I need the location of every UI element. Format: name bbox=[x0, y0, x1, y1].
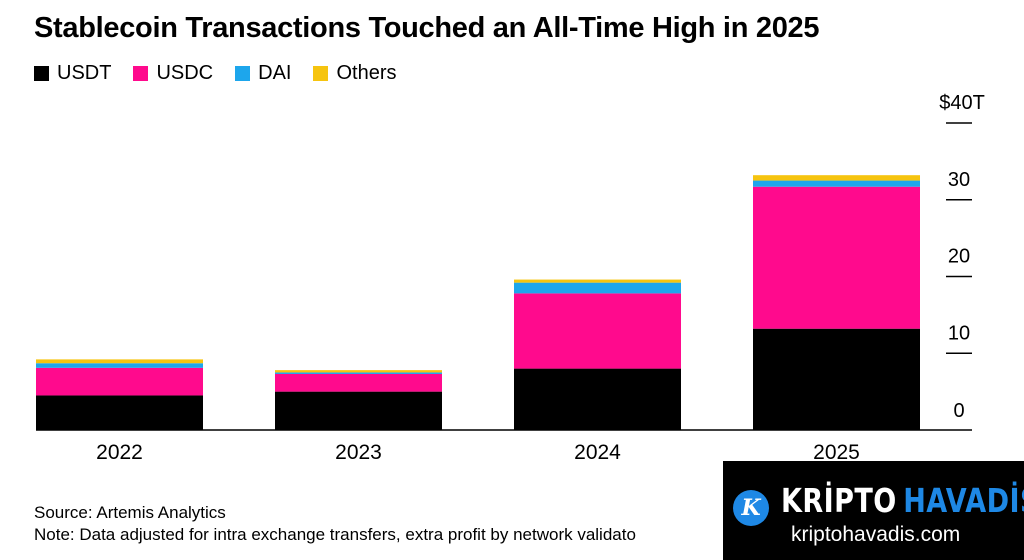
bar-segment-usdt-2022 bbox=[36, 395, 203, 430]
note-text: Note: Data adjusted for intra exchange t… bbox=[34, 525, 636, 544]
bar-segment-usdc-2022 bbox=[36, 367, 203, 396]
legend-item-dai: DAI bbox=[235, 62, 291, 85]
bar-segment-dai-2025 bbox=[753, 180, 920, 187]
legend-label-usdt: USDT bbox=[57, 62, 112, 84]
y-tick-label: 30 bbox=[948, 169, 970, 191]
bar-segment-dai-2024 bbox=[514, 282, 681, 294]
x-tick-label: 2025 bbox=[813, 441, 860, 464]
y-tick-label: 10 bbox=[948, 322, 970, 344]
legend-item-usdc: USDC bbox=[133, 62, 213, 85]
y-tick-label: 20 bbox=[948, 246, 970, 268]
legend-swatch-usdt bbox=[34, 66, 49, 81]
bar-segment-others-2024 bbox=[514, 279, 681, 283]
legend-label-dai: DAI bbox=[258, 62, 292, 84]
bar-segment-dai-2023 bbox=[275, 372, 442, 374]
brand-word-havadis: HAVADİS bbox=[903, 481, 1024, 520]
bar-segment-usdc-2024 bbox=[514, 293, 681, 369]
legend-swatch-others bbox=[313, 66, 329, 81]
bar-segment-others-2023 bbox=[275, 370, 442, 373]
bar-segment-usdc-2023 bbox=[275, 373, 442, 392]
brand-word-kripto: KRİPTO bbox=[781, 481, 897, 520]
x-tick-label: 2022 bbox=[96, 441, 143, 464]
bar-segment-usdt-2025 bbox=[753, 328, 920, 430]
y-tick-label: $40T bbox=[939, 92, 985, 114]
bar-segment-usdc-2025 bbox=[753, 186, 920, 329]
legend-label-usdc: USDC bbox=[156, 62, 214, 84]
brand-wordmark: KRİPTOHAVADİS bbox=[781, 481, 1024, 520]
legend-swatch-usdc bbox=[133, 66, 149, 81]
legend-item-usdt: USDT bbox=[34, 62, 111, 85]
x-tick-label: 2024 bbox=[574, 441, 621, 464]
legend-swatch-dai bbox=[235, 66, 251, 81]
legend-item-others: Others bbox=[313, 62, 397, 85]
chart-legend: USDT USDC DAI Others bbox=[34, 62, 397, 85]
x-tick-label: 2023 bbox=[335, 441, 382, 464]
y-tick-label: 0 bbox=[953, 400, 964, 422]
bar-segment-others-2022 bbox=[36, 359, 203, 364]
chart-footer: Source: Artemis Analytics Note: Data adj… bbox=[34, 502, 636, 546]
bar-segment-dai-2022 bbox=[36, 363, 203, 368]
bar-segment-others-2025 bbox=[753, 175, 920, 181]
source-text: Source: Artemis Analytics bbox=[34, 503, 226, 522]
bar-segment-usdt-2024 bbox=[514, 368, 681, 430]
watermark-logo: K KRİPTOHAVADİS kriptohavadis.com bbox=[723, 461, 1024, 560]
legend-label-others: Others bbox=[336, 62, 397, 84]
brand-url: kriptohavadis.com bbox=[791, 523, 961, 546]
chart-title: Stablecoin Transactions Touched an All-T… bbox=[34, 12, 820, 44]
bar-segment-usdt-2023 bbox=[275, 391, 442, 430]
brand-logo-icon: K bbox=[733, 490, 769, 526]
